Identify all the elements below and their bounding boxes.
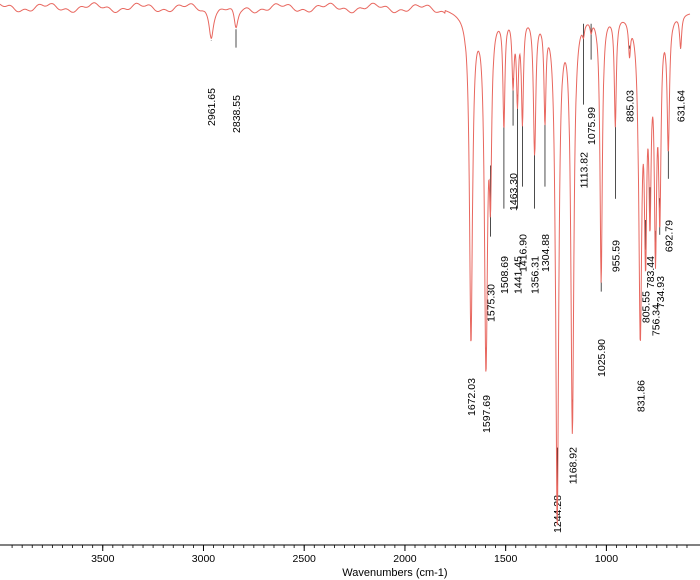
peak-label: 1075.99 (586, 107, 598, 145)
peak-label: 831.86 (635, 380, 647, 412)
x-axis-ticks: 3500 3000 2500 2000 1500 1000 (11, 545, 688, 565)
peak-label: 1508.69 (499, 256, 511, 294)
peak-label: 1025.90 (596, 339, 608, 377)
peak-label: 885.03 (625, 90, 637, 122)
peak-label: 1672.03 (466, 378, 478, 416)
peak-label: 955.59 (610, 240, 622, 272)
peak-label: 1575.30 (486, 284, 498, 322)
x-tick-label: 3000 (192, 553, 216, 565)
x-tick-label: 1500 (494, 553, 518, 565)
peak-labels: 2961.65 2838.55 1672.03 1597.69 1575.301508.… (206, 23, 688, 533)
peak-label: 734.93 (655, 276, 667, 308)
x-tick-label: 2000 (393, 553, 417, 565)
peak-label: 631.64 (676, 90, 688, 122)
peak-label: 2961.65 (206, 88, 218, 126)
peak-label: 1356.31 (530, 256, 542, 294)
x-tick-label: 2500 (293, 553, 317, 565)
peak-label: 1168.92 (567, 447, 579, 484)
peak-label: 1304.88 (540, 234, 552, 272)
peak-label: 1416.90 (517, 234, 529, 272)
x-tick-label: 3500 (91, 553, 115, 565)
peak-label: 1463.30 (508, 173, 520, 211)
peak-label: 1441.45 (513, 256, 525, 294)
peak-label: 1244.28 (552, 495, 564, 533)
x-axis-title: Wavenumbers (cm-1) (342, 567, 447, 579)
peak-label: 692.79 (663, 220, 675, 252)
spectrum-line (0, 2, 691, 526)
peak-label: 2838.55 (231, 95, 243, 133)
peak-label: 783.44 (645, 256, 657, 288)
peak-label: 805.55 (641, 291, 653, 323)
peak-label: 1113.82 (579, 152, 591, 189)
peak-label: 756.34 (651, 304, 663, 336)
x-tick-label: 1000 (595, 553, 619, 565)
peak-label: 1597.69 (481, 395, 493, 433)
